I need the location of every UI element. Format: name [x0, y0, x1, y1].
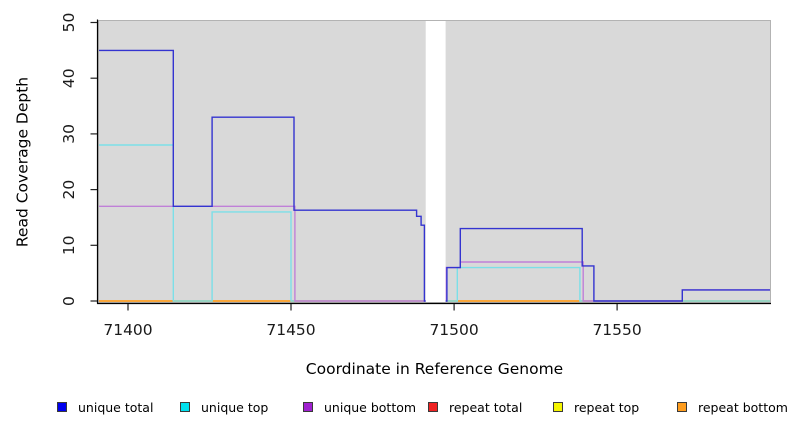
legend: unique total unique top unique bottom repea… [0, 397, 792, 421]
y-tick-label: 20 [60, 180, 78, 200]
y-tick-label: 0 [60, 296, 78, 306]
y-axis-title: Read Coverage Depth [13, 76, 32, 248]
legend-item-unique-total: unique total [57, 397, 153, 417]
legend-swatch-repeat-bottom [677, 402, 687, 412]
legend-swatch-unique-total [57, 402, 67, 412]
y-tick-label: 40 [60, 68, 78, 88]
x-tick-label: 71400 [103, 321, 152, 339]
series-line-unique-total [98, 49, 771, 302]
legend-label: unique bottom [324, 399, 417, 415]
legend-swatch-unique-bottom [303, 402, 313, 412]
x-tick-label: 71450 [266, 321, 315, 339]
series-line-unique-top [98, 144, 771, 302]
y-tick-label: 30 [60, 124, 78, 144]
legend-item-repeat-total: repeat total [428, 397, 522, 417]
x-tick-label: 71500 [429, 321, 478, 339]
legend-item-repeat-bottom: repeat bottom [677, 397, 788, 417]
legend-item-repeat-top: repeat top [553, 397, 639, 417]
coverage-gap-band [425, 20, 446, 303]
legend-swatch-unique-top [180, 402, 190, 412]
legend-label: repeat top [574, 399, 640, 415]
legend-label: repeat bottom [698, 399, 788, 415]
legend-label: repeat total [449, 399, 523, 415]
legend-item-unique-top: unique top [180, 397, 268, 417]
legend-label: unique total [78, 399, 154, 415]
y-tick-label: 10 [60, 235, 78, 255]
plot-panel-border [98, 20, 771, 303]
x-tick-label: 71550 [592, 321, 641, 339]
legend-swatch-repeat-top [553, 402, 563, 412]
legend-item-unique-bottom: unique bottom [303, 397, 416, 417]
legend-swatch-repeat-total [428, 402, 438, 412]
legend-label: unique top [201, 399, 269, 415]
y-tick-label: 50 [60, 13, 78, 33]
x-axis-title: Coordinate in Reference Genome [305, 360, 564, 378]
chart-canvas: 71400 71450 71500 71550 0 10 20 30 40 50 [60, 13, 771, 339]
